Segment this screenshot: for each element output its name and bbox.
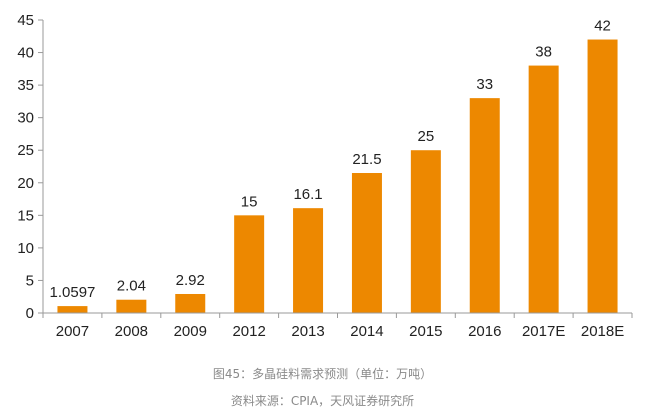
data-label-2007: 1.0597 <box>50 284 96 301</box>
y-tick-label: 0 <box>26 305 34 322</box>
data-label-2018E: 42 <box>594 18 611 35</box>
bar-2009 <box>175 293 206 313</box>
bar-2017E <box>528 65 559 313</box>
x-tick-label: 2009 <box>174 323 207 340</box>
data-label-2016: 33 <box>476 76 493 93</box>
data-labels-group: 1.0597 2.04 2.92 15 16.1 21.5 25 33 38 42 <box>50 18 611 302</box>
x-tick-label: 2007 <box>56 323 89 340</box>
data-label-2013: 16.1 <box>293 186 322 203</box>
data-label-2017E: 38 <box>535 44 552 61</box>
y-tick-label: 15 <box>17 207 34 224</box>
data-label-2012: 15 <box>241 193 258 210</box>
bar-chart: 0 5 10 15 20 25 30 35 40 45 1.0597 2.04 2.92 15 16.1 2… <box>17 12 633 340</box>
x-tick-label: 2016 <box>468 323 501 340</box>
y-tick-label: 45 <box>17 12 34 29</box>
x-tick-label: 2014 <box>350 323 383 340</box>
bar-2016 <box>469 98 500 313</box>
bar-2015 <box>410 150 441 313</box>
bar-2014 <box>351 173 382 313</box>
bar-2012 <box>234 215 265 313</box>
data-label-2015: 25 <box>418 128 435 145</box>
bar-2013 <box>293 208 324 313</box>
bar-2007 <box>57 306 88 313</box>
data-label-2014: 21.5 <box>352 151 381 168</box>
bar-2018E <box>587 39 618 314</box>
x-tick-label: 2017E <box>522 323 565 340</box>
y-tick-label: 5 <box>26 272 34 289</box>
data-label-2008: 2.04 <box>117 278 146 295</box>
y-axis: 0 5 10 15 20 25 30 35 40 45 <box>17 12 44 322</box>
data-label-2009: 2.92 <box>176 272 205 289</box>
x-tick-label: 2008 <box>115 323 148 340</box>
figure-caption: 图45：多晶硅料需求预测（单位：万吨） <box>212 367 433 381</box>
x-axis: 2007 2008 2009 2012 2013 2014 2015 2016 2017E 201… <box>42 312 633 340</box>
y-tick-label: 40 <box>17 45 34 62</box>
x-tick-label: 2015 <box>409 323 442 340</box>
bars-group <box>57 39 618 314</box>
y-tick-label: 30 <box>17 110 34 127</box>
y-tick-label: 25 <box>17 142 34 159</box>
source-note: 资料来源：CPIA，天风证券研究所 <box>230 394 415 408</box>
y-tick-label: 20 <box>17 175 34 192</box>
x-tick-label: 2013 <box>291 323 324 340</box>
bar-2008 <box>116 299 147 313</box>
y-tick-label: 10 <box>17 240 34 257</box>
x-tick-label: 2018E <box>581 323 624 340</box>
x-tick-label: 2012 <box>232 323 265 340</box>
y-tick-label: 35 <box>17 77 34 94</box>
